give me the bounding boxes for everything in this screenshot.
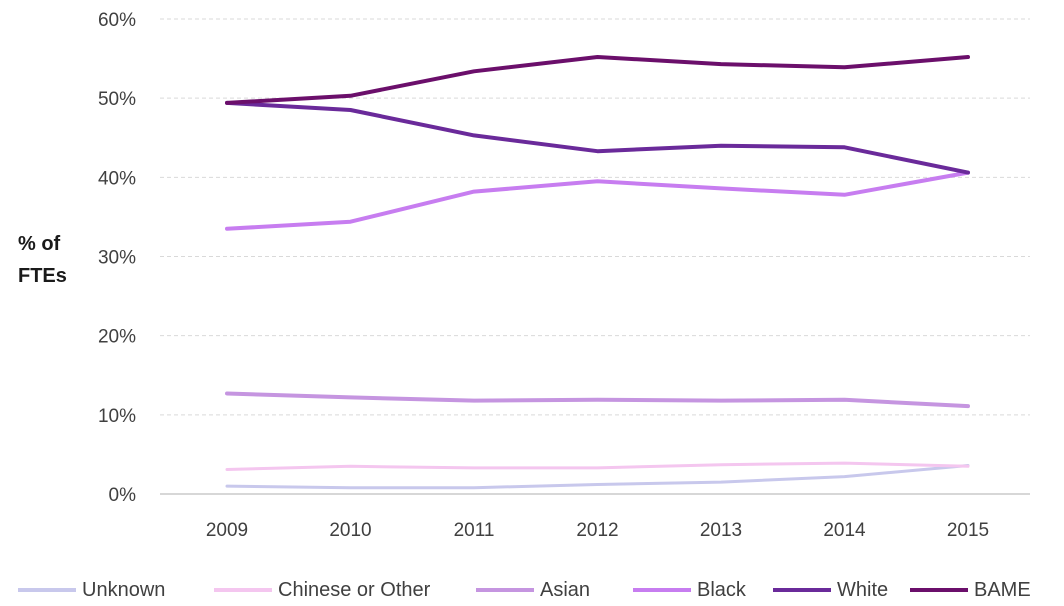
series-line-black [225, 170, 970, 231]
legend-label: White [837, 579, 888, 601]
y-tick-label: 50% [98, 89, 136, 110]
y-tick-label: 0% [109, 485, 137, 506]
x-tick-label: 2009 [206, 520, 248, 541]
x-tick-label: 2014 [823, 520, 866, 541]
y-tick-label: 30% [98, 248, 136, 269]
series-lines [225, 55, 970, 490]
y-axis-label-line-1: % of [18, 233, 61, 255]
series-line-unknown [225, 464, 970, 490]
legend-label: Asian [540, 579, 590, 601]
y-axis-label: % of FTEs [18, 233, 67, 287]
legend-label: Chinese or Other [278, 579, 431, 601]
y-axis-label-line-2: FTEs [18, 265, 67, 287]
y-tick-label: 20% [98, 327, 136, 348]
legend: Unknown Chinese or Other Asian Black White BA… [18, 579, 1031, 601]
x-tick-label: 2015 [947, 520, 989, 541]
y-tick-label: 10% [98, 406, 136, 427]
gridlines [160, 18, 1030, 495]
x-tick-label: 2011 [454, 520, 495, 541]
y-axis-tick-labels: 0% 10% 20% 30% 40% 50% 60% [98, 10, 136, 506]
series-line-white [225, 100, 970, 175]
x-tick-label: 2012 [576, 520, 618, 541]
x-tick-label: 2010 [329, 520, 371, 541]
legend-label: Unknown [82, 579, 165, 601]
x-axis-tick-labels: 2009 2010 2011 2012 2013 2014 2015 [206, 520, 989, 541]
y-tick-label: 60% [98, 10, 136, 31]
x-tick-label: 2013 [700, 520, 742, 541]
legend-label: BAME [974, 579, 1031, 601]
series-line-bame [225, 55, 970, 105]
legend-label: Black [697, 579, 747, 601]
series-line-chinese-or-other [225, 461, 970, 471]
series-line-asian [225, 391, 970, 409]
y-tick-label: 40% [98, 168, 136, 189]
